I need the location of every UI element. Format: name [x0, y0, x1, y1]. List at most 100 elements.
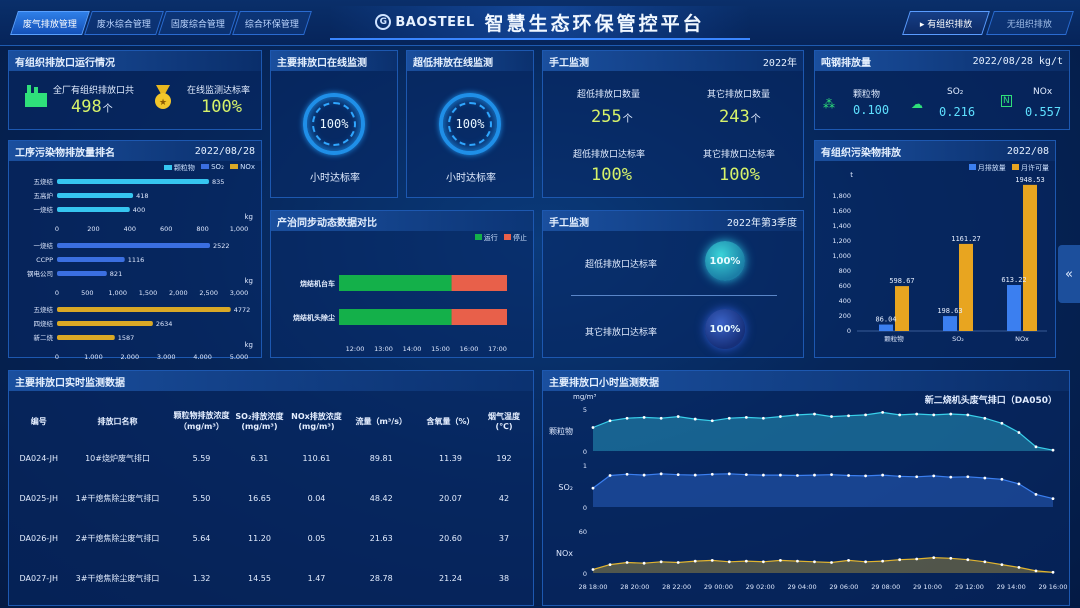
hourly-tick-label: 28 18:00	[578, 583, 607, 591]
table-cell: 42	[498, 493, 510, 503]
table-cell: DA026-JH	[19, 533, 58, 543]
hourly-point	[659, 472, 663, 476]
ultra-quarter-rate-label: 超低排放口达标率	[585, 260, 658, 270]
hourly-point	[591, 426, 595, 429]
rank-tick-label: 2,000	[169, 289, 188, 297]
tab-unorganized-emission[interactable]: 无组织排放	[986, 11, 1074, 35]
table-cell: 3#干熄焦除尘废气排口	[75, 573, 160, 583]
permit-bar	[895, 286, 909, 331]
hourly-point	[813, 473, 816, 477]
tab-general-env-management[interactable]: 综合环保管理	[232, 11, 312, 35]
rank-tick-label: 5,000	[230, 353, 249, 359]
table-row[interactable]: 新二烧机头废	[14, 598, 524, 608]
other-outlets-label: 其它排放口数量	[707, 90, 771, 100]
hourly-point	[744, 559, 748, 563]
rank-bar	[57, 179, 209, 184]
table-cell: 14.55	[248, 573, 271, 583]
other-quarter-rate-orb: 100%	[705, 309, 745, 349]
organized-tick-label: 0	[847, 327, 851, 335]
hourly-y-top: 60	[579, 528, 587, 536]
organized-legend: 月排放量 月许可量	[968, 163, 1049, 173]
hourly-point	[744, 473, 748, 477]
hourly-point	[1034, 445, 1038, 449]
rank-bar	[57, 321, 153, 326]
hourly-point	[642, 473, 646, 477]
table-row[interactable]: DA027-JH 3#干熄焦除尘废气排口 1.32 14.55 1.47 28.78 21.…	[14, 558, 524, 598]
divider	[571, 295, 777, 296]
emission-bar	[943, 316, 957, 331]
hourly-point	[608, 474, 612, 477]
hourly-point	[727, 416, 731, 420]
hourly-point	[1017, 566, 1021, 569]
tab-solid-waste-management[interactable]: 固废综合管理	[158, 11, 238, 35]
main-online-gauge: 100%	[303, 93, 365, 155]
baosteel-logo-icon: G	[375, 14, 392, 30]
nox-icon: N	[1001, 95, 1012, 107]
ultra-online-gauge: 100%	[439, 93, 501, 155]
hourly-tick-label: 29 02:00	[746, 583, 775, 591]
so2-label: SO₂	[947, 87, 964, 97]
table-cell	[171, 598, 231, 608]
collapse-panel-button[interactable]: «	[1058, 245, 1080, 303]
other-rate-label: 其它排放口达标率	[703, 150, 776, 160]
hourly-point	[813, 412, 816, 416]
organized-tick-label: 800	[839, 267, 851, 275]
panel-header: 工序污染物排放量排名 2022/08/28	[9, 141, 261, 161]
ultra-online-panel: 超低排放在线监测 100% 小时达标率	[406, 50, 534, 198]
tab-exhaust-management[interactable]: 废气排放管理	[10, 11, 90, 35]
rank-axis-unit: kg	[245, 341, 254, 349]
rank-bar-value: 1116	[128, 256, 145, 264]
rank-tick-label: 2,500	[199, 289, 218, 297]
tab-organized-emission[interactable]: ▸ 有组织排放	[902, 11, 990, 35]
organized-tick-label: 1,600	[832, 207, 851, 215]
manual-monitor-panel-year: 手工监测 2022年 超低排放口数量 255个 其它排放口数量 243个 超低排放…	[542, 50, 804, 198]
table-cell: 1#干熄焦除尘废气排口	[75, 493, 160, 503]
table-row[interactable]: DA025-JH 1#干熄焦除尘废气排口 5.50 16.65 0.04 48.42 20.…	[14, 478, 524, 518]
table-row[interactable]: DA026-JH 2#干熄焦除尘废气排口 5.64 11.20 0.05 21.63 20.…	[14, 518, 524, 558]
hourly-point	[932, 413, 936, 417]
emission-data-label: 613.22	[1001, 276, 1026, 284]
hourly-point	[932, 556, 936, 559]
hourly-outlet-name: 新二烧机头废气排口（DA050）	[924, 396, 1057, 406]
total-outlets-value: 498个	[71, 97, 113, 117]
sync-tick-label: 12:00	[346, 345, 365, 353]
organized-category-label: SO₂	[952, 335, 964, 343]
sync-stop-bar	[451, 275, 507, 291]
tab-wastewater-management[interactable]: 废水综合管理	[84, 11, 164, 35]
table-cell: 38	[498, 573, 510, 583]
hourly-y-bottom: 0	[583, 504, 587, 512]
sync-compare-panel: 产治同步动态数据对比 运行 停止 烧结机台车 烧结机头除尘 12:00 13:00 14…	[270, 210, 534, 358]
table-cell: 28.78	[369, 573, 393, 583]
table-cell: 21.63	[369, 533, 393, 543]
ultra-outlets-value: 255个	[591, 107, 633, 127]
hourly-point	[966, 475, 970, 479]
organized-tick-label: 1,000	[832, 252, 851, 260]
table-cell: 110.61	[302, 453, 331, 463]
realtime-panel: 主要排放口实时监测数据	[8, 370, 534, 606]
hourly-y-bottom: 0	[583, 448, 587, 456]
table-row[interactable]: DA024-JH 10#烧炉废气排口 5.59 6.31 110.61 89.81 11.3…	[14, 438, 524, 478]
logo-text: BAOSTEEL	[395, 14, 475, 30]
table-cell	[231, 598, 287, 608]
panel-header: 主要排放口在线监测	[271, 51, 397, 71]
table-cell: DA027-JH	[19, 573, 58, 583]
ultra-quarter-rate-orb: 100%	[705, 241, 745, 281]
online-rate-value: 100%	[201, 97, 242, 117]
sync-tick-label: 15:00	[431, 345, 450, 353]
hourly-point	[830, 473, 833, 477]
hourly-point	[932, 474, 936, 478]
rank-bar	[57, 257, 125, 262]
table-cell: DA024-JH	[19, 453, 58, 463]
column-header: 流量（m³/s）	[355, 416, 407, 426]
hourly-point	[898, 413, 902, 417]
panel-header: 有组织污染物排放 2022/08	[815, 141, 1055, 161]
rank-bar-label: 新二烧	[34, 333, 54, 342]
column-header: SO₂排放浓度(mg/m³)	[235, 412, 284, 431]
hourly-point	[710, 472, 714, 476]
table-cell: 11.20	[248, 533, 271, 543]
hourly-tick-label: 28 22:00	[662, 583, 691, 591]
other-rate-value: 100%	[719, 165, 760, 185]
organized-emission-panel: 有组织污染物排放 2022/08 月排放量 月许可量 t 0 200 400 600 800…	[814, 140, 1056, 358]
table-cell: 20.07	[439, 493, 462, 503]
particle-label: 颗粒物	[853, 90, 881, 100]
